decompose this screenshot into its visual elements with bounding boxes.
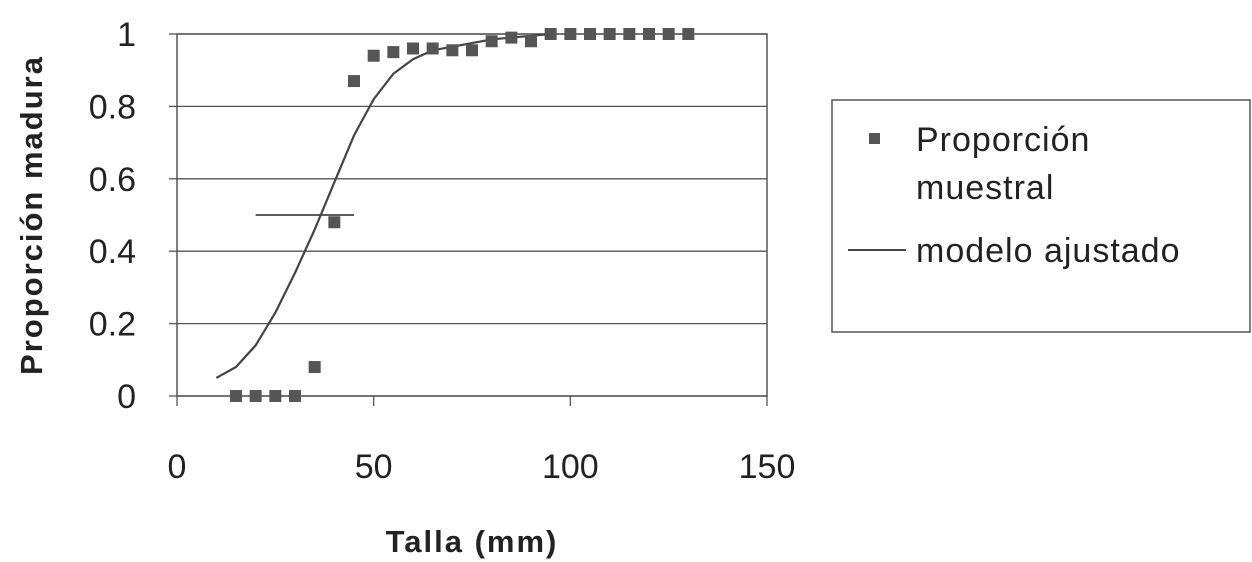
- data-point-18: [584, 28, 596, 40]
- legend-series-1-label: modelo ajustado: [916, 232, 1181, 270]
- data-point-1: [249, 390, 262, 402]
- data-point-9: [407, 42, 419, 55]
- x-axis-title: Talla (mm): [386, 524, 559, 559]
- data-point-14: [505, 31, 518, 44]
- y-tick-labels: 0 0.2 0.4 0.6 0.8 1: [89, 16, 136, 416]
- data-point-16: [544, 28, 557, 40]
- y-tick-label-4: 0.8: [89, 88, 136, 126]
- data-point-8: [387, 46, 400, 59]
- data-point-19: [603, 28, 616, 40]
- data-point-0: [230, 390, 242, 402]
- data-point-17: [564, 28, 577, 40]
- data-point-23: [682, 28, 695, 40]
- y-tick-label-3: 0.6: [89, 161, 136, 199]
- data-point-12: [466, 44, 478, 57]
- data-point-5: [328, 216, 341, 229]
- data-point-2: [269, 390, 282, 402]
- x-tick-label-0: 0: [168, 448, 187, 486]
- points-layer: [230, 28, 695, 402]
- legend-series-0-line-1: Proporción: [916, 121, 1090, 159]
- data-point-4: [308, 361, 321, 374]
- y-tick-label-5: 1: [117, 16, 136, 54]
- data-point-13: [485, 35, 498, 48]
- fitted-line-layer: [215, 32, 551, 379]
- x-tick-labels: 0 50 100 150: [168, 448, 796, 486]
- y-tick-label-2: 0.4: [89, 233, 136, 271]
- axes: [169, 33, 768, 406]
- y-tick-label-0: 0: [117, 378, 136, 416]
- y-tick-label-1: 0.2: [89, 306, 136, 344]
- data-point-10: [426, 42, 439, 55]
- data-point-7: [367, 49, 380, 62]
- fitted-model-line: [215, 32, 551, 379]
- x-tick-label-1: 50: [355, 448, 393, 486]
- data-point-21: [643, 28, 655, 40]
- data-point-20: [623, 28, 636, 40]
- x-tick-label-2: 100: [542, 448, 599, 486]
- legend-box: [831, 99, 1251, 333]
- legend-series-0-line-2: muestral: [916, 169, 1054, 207]
- data-point-15: [525, 35, 537, 48]
- x-tick-label-3: 150: [739, 448, 796, 486]
- legend-marker-square: [869, 133, 880, 144]
- data-point-6: [348, 75, 360, 88]
- plot-area-frame: [176, 33, 768, 397]
- data-point-3: [289, 390, 301, 402]
- legend: Proporción muestral modelo ajustado: [831, 99, 1251, 333]
- data-point-22: [662, 28, 675, 40]
- data-point-11: [446, 44, 459, 57]
- y-axis-title: Proporción madura: [14, 55, 49, 375]
